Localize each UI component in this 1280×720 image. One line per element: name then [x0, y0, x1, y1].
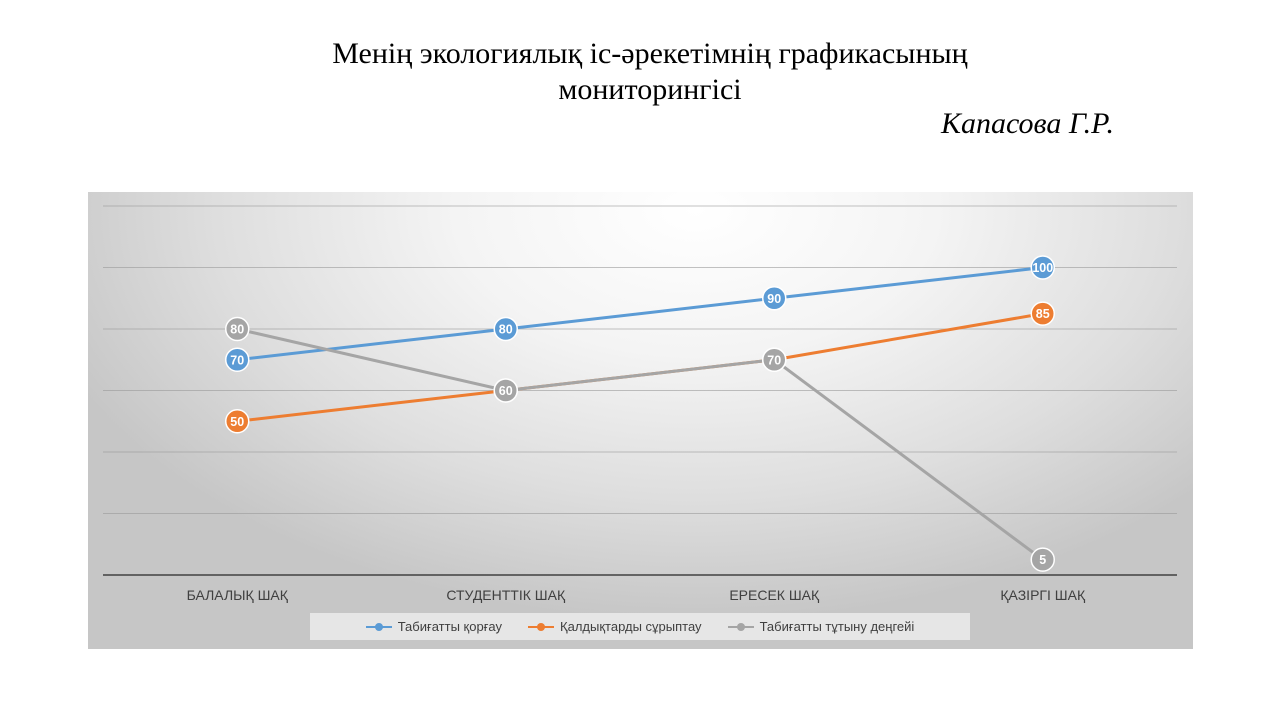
legend-swatch: [528, 622, 555, 631]
x-tick-label: СТУДЕНТТІК ШАҚ: [446, 587, 566, 603]
data-point: [1030, 301, 1055, 326]
data-label: 60: [499, 384, 513, 398]
data-label: 70: [230, 353, 244, 367]
data-point: [225, 316, 250, 342]
data-point: [1030, 255, 1055, 280]
legend-swatch: [365, 622, 392, 631]
x-tick-label: ҚАЗІРГІ ШАҚ: [1000, 587, 1086, 603]
data-label: 5: [1039, 553, 1046, 567]
data-point: [493, 316, 518, 342]
legend-label: Табиғатты тұтыну деңгейі: [759, 619, 915, 634]
legend-item: Қалдықтарды сұрыптау: [528, 619, 702, 634]
data-label: 85: [1036, 307, 1050, 321]
chart-legend: Табиғатты қорғау Қалдықтарды сұрыптау Таби…: [310, 613, 970, 640]
x-tick-label: БАЛАЛЫҚ ШАҚ: [187, 587, 289, 603]
data-label: 80: [499, 323, 513, 337]
chart-area: [88, 192, 1193, 649]
legend-swatch: [727, 622, 754, 631]
series-line: [235, 327, 1045, 562]
data-label: 70: [767, 353, 781, 367]
data-point: [762, 286, 787, 311]
page-title: Менің экологиялық іс-әрекетімнің графика…: [332, 37, 968, 106]
data-label: 50: [230, 415, 244, 429]
legend-item: Табиғатты қорғау: [365, 619, 503, 634]
series-line: [235, 312, 1045, 423]
data-label: 80: [230, 323, 244, 337]
data-point: [225, 347, 250, 372]
data-point: [762, 347, 787, 372]
data-point: [225, 409, 250, 434]
data-point: [493, 378, 518, 403]
data-label: 90: [767, 292, 781, 306]
legend-item: Табиғатты тұтыну деңгейі: [727, 619, 915, 634]
data-point: [1030, 547, 1055, 572]
author-name: Капасова Г.Р.: [941, 107, 1114, 140]
data-label: 100: [1032, 261, 1053, 275]
x-tick-label: ЕРЕСЕК ШАҚ: [729, 587, 820, 603]
legend-label: Табиғатты қорғау: [397, 619, 503, 634]
series-line: [235, 266, 1045, 362]
legend-label: Қалдықтарды сұрыптау: [560, 619, 702, 634]
